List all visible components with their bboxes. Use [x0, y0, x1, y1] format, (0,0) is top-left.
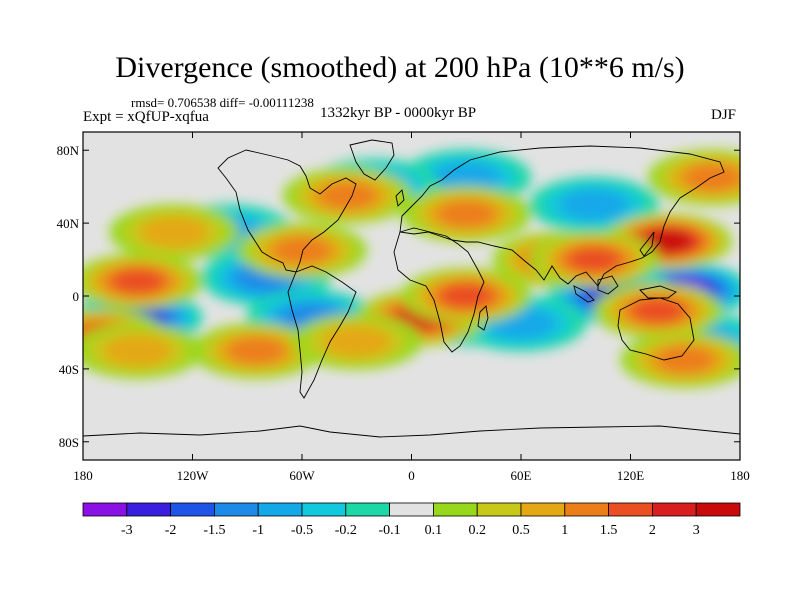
anomaly-23: [282, 167, 413, 224]
anomaly-22: [401, 186, 532, 242]
coastline-south-america: [287, 265, 357, 399]
coastline-north-america: [217, 149, 357, 273]
colorbar-label: -1.5: [203, 523, 225, 538]
colorbar-box: [389, 502, 434, 517]
x-axis-ticks: 180 120W 60W 0 60E 120E 180: [73, 132, 750, 483]
coastlines: [83, 139, 740, 438]
colorbar-box: [301, 502, 347, 517]
anomaly-25: [191, 322, 322, 379]
colorbar-box: [476, 502, 522, 517]
anomaly-contour: [318, 182, 377, 210]
colorbar-label: 0.1: [425, 523, 443, 538]
coastline-sumatra: [573, 285, 595, 303]
x-tick-label: 180: [730, 468, 750, 483]
divergence-field: [83, 149, 740, 388]
season-label: DJF: [711, 107, 737, 123]
anomaly-9: [529, 176, 659, 233]
colorbar-box: [608, 502, 653, 517]
colorbar-label: 0.5: [512, 523, 530, 538]
coastline-africa: [393, 227, 485, 353]
y-tick-label: 80S: [59, 435, 79, 450]
colorbar-box: [82, 502, 128, 517]
anomaly-contour: [559, 189, 629, 221]
colorbar-label: 0.2: [468, 523, 486, 538]
anomaly-contour: [322, 325, 392, 358]
coastline-borneo: [597, 275, 619, 295]
anomaly-20: [529, 231, 659, 288]
colorbar-box: [345, 502, 390, 517]
colorbar-box: [126, 502, 172, 517]
colorbar-label: 1.5: [600, 523, 618, 538]
anomaly-26: [109, 204, 240, 261]
colorbar-box: [652, 502, 697, 517]
anomaly-18: [592, 282, 723, 339]
anomaly-contour: [568, 247, 620, 272]
anomaly-contour: [431, 161, 501, 194]
y-tick-label: 40S: [59, 362, 79, 377]
colorbar-label: -0.5: [291, 523, 313, 538]
colorbar-box: [170, 502, 215, 517]
colorbar-label: -2: [165, 523, 177, 538]
coastline-eurasia: [399, 145, 725, 287]
y-tick-label: 80N: [57, 143, 80, 158]
anomaly-contour: [272, 236, 332, 265]
anomaly-contour: [112, 269, 164, 294]
page-title: Divergence (smoothed) at 200 hPa (10**6 …: [115, 51, 685, 84]
coastline-madagascar: [477, 305, 489, 331]
coastline-uk: [395, 189, 405, 207]
anomaly-16: [83, 253, 203, 310]
colorbar-box: [695, 502, 741, 517]
x-tick-label: 120W: [177, 468, 210, 483]
x-tick-label: 60W: [289, 468, 315, 483]
colorbar-label: 1: [561, 523, 568, 538]
colorbar-label: -0.1: [379, 523, 401, 538]
coastline-greenland: [349, 139, 395, 181]
y-tick-label: 40N: [57, 216, 80, 231]
coastline-japan: [639, 231, 655, 257]
anomaly-contour: [139, 216, 209, 249]
x-tick-label: 0: [408, 468, 415, 483]
anomaly-contour: [656, 346, 715, 374]
colorbar-box: [520, 502, 566, 517]
colorbar-box: [564, 502, 609, 517]
colorbar-label: 3: [693, 523, 700, 538]
anomaly-contour: [227, 337, 286, 365]
y-axis-ticks: 80N 40N 0 40S 80S: [57, 143, 740, 450]
anomaly-contour: [103, 334, 173, 367]
y-tick-label: 0: [73, 289, 80, 304]
colorbar-label: -0.2: [335, 523, 357, 538]
colorbar-box: [432, 502, 478, 517]
experiment-label: Expt = xQfUP-xqfua: [83, 109, 209, 125]
x-tick-label: 120E: [617, 468, 645, 483]
x-tick-label: 180: [73, 468, 93, 483]
anomaly-24: [647, 149, 740, 206]
anomaly-15: [401, 268, 532, 324]
anomaly-contour: [632, 298, 684, 323]
colorbar-box: [213, 502, 259, 517]
anomaly-28: [620, 331, 740, 388]
x-tick-label: 60E: [511, 468, 532, 483]
rmsd-stats: rmsd= 0.706538 diff= -0.00111238: [131, 95, 314, 110]
coastline-antarctica: [83, 425, 740, 438]
anomaly-21: [237, 222, 367, 279]
colorbar-label: -1: [252, 523, 264, 538]
period-label: 1332kyr BP - 0000kyr BP: [320, 105, 477, 121]
colorbar-label: 2: [649, 523, 656, 538]
colorbar-box: [257, 502, 303, 517]
anomaly-27: [83, 322, 203, 379]
anomaly-contour: [440, 283, 492, 309]
coastline-new-guinea: [639, 285, 677, 299]
anomaly-contour: [437, 200, 496, 228]
colorbar-label: -3: [121, 523, 133, 538]
